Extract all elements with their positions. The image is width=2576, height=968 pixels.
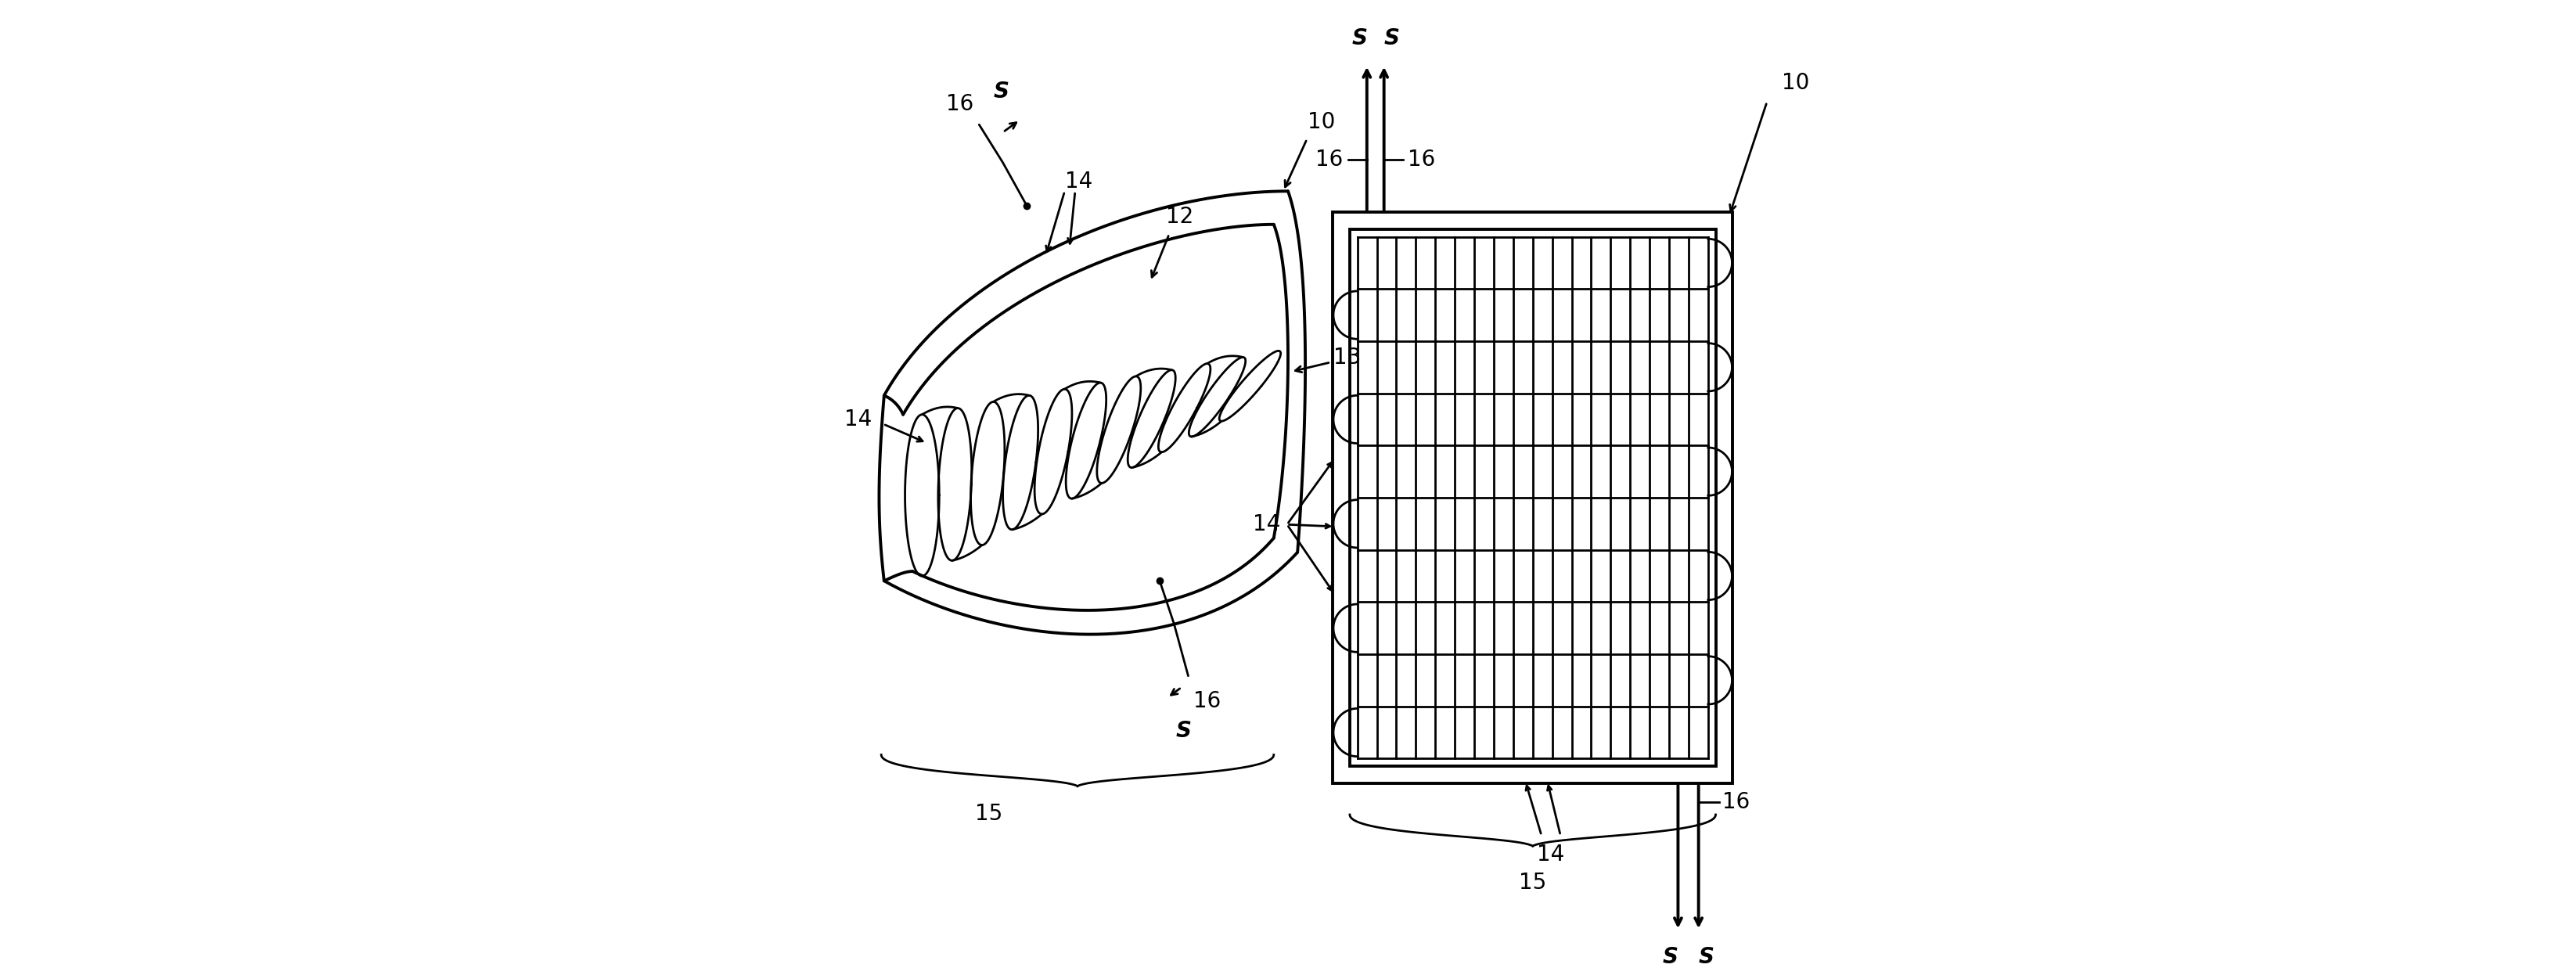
FancyBboxPatch shape: [1350, 229, 1716, 766]
Text: 14: 14: [1064, 170, 1092, 193]
Text: 10: 10: [1783, 72, 1808, 94]
Text: 15: 15: [974, 802, 1002, 825]
Text: S: S: [1383, 27, 1399, 49]
Text: 14: 14: [845, 408, 871, 430]
FancyBboxPatch shape: [1332, 212, 1734, 783]
Text: 16: 16: [1723, 791, 1749, 813]
Text: S: S: [1662, 947, 1677, 968]
Text: 14: 14: [1538, 843, 1564, 865]
Text: S: S: [1352, 27, 1368, 49]
Text: S: S: [1175, 720, 1190, 741]
Text: 16: 16: [1406, 149, 1435, 170]
Text: 16: 16: [945, 93, 974, 114]
Text: 14: 14: [1252, 514, 1280, 535]
Text: S: S: [1698, 947, 1713, 968]
Text: 12: 12: [1167, 206, 1193, 227]
Text: 16: 16: [1193, 690, 1221, 712]
Text: 15: 15: [1520, 872, 1546, 894]
Text: 16: 16: [1316, 149, 1342, 170]
Text: 13: 13: [1334, 347, 1360, 369]
Text: S: S: [994, 80, 1010, 103]
Text: 10: 10: [1309, 110, 1334, 133]
